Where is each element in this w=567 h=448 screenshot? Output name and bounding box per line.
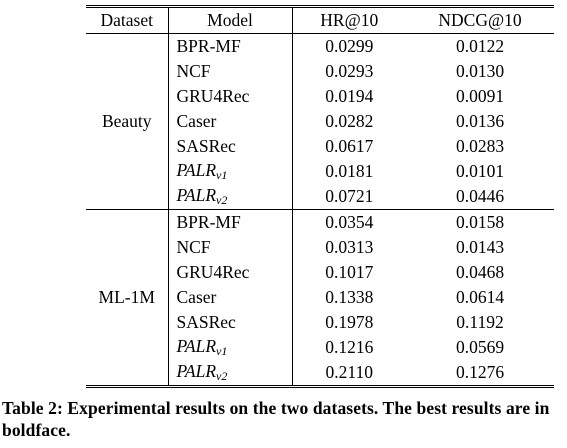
ndcg-cell: 0.0283 bbox=[455, 135, 505, 156]
hr-cell: 0.1978 bbox=[325, 311, 374, 332]
model-version-subscript: v1 bbox=[216, 344, 228, 358]
model-version-subscript: v1 bbox=[216, 168, 228, 182]
model-cell: SASRec bbox=[168, 310, 293, 335]
header-model: Model bbox=[168, 5, 293, 34]
ndcg-cell: 0.0158 bbox=[455, 211, 505, 232]
hr-cell: 0.0313 bbox=[325, 236, 374, 257]
table-row: GRU4Rec 0.1017 0.0468 bbox=[86, 260, 554, 285]
table-row: GRU4Rec 0.0194 0.0091 bbox=[86, 84, 554, 109]
table-row: SASRec 0.1978 0.1192 bbox=[86, 310, 554, 335]
hr-cell: 0.1017 bbox=[325, 261, 374, 282]
dataset-cell: ML-1M bbox=[86, 209, 169, 388]
hr-cell: 0.2110 bbox=[292, 360, 406, 388]
model-cell: PALRv2 bbox=[168, 360, 293, 388]
model-cell: NCF bbox=[168, 235, 293, 260]
ndcg-cell: 0.0569 bbox=[455, 336, 505, 357]
hr-cell: 0.0299 bbox=[325, 35, 374, 56]
ndcg-cell: 0.0130 bbox=[455, 60, 505, 81]
model-name-text: PALR bbox=[176, 185, 217, 205]
ndcg-cell: 0.0136 bbox=[455, 110, 505, 131]
results-table: Dataset Model HR@10 NDCG@10 Beauty BPR-MF… bbox=[86, 5, 554, 388]
model-name-text: PALR bbox=[176, 361, 217, 381]
model-name: PALRv2 bbox=[176, 361, 228, 383]
model-name: PALRv1 bbox=[176, 160, 228, 182]
header-row: Dataset Model HR@10 NDCG@10 bbox=[86, 5, 554, 34]
table-body: Beauty BPR-MF 0.0299 0.0122 NCF 0.0293 0.0130 G… bbox=[86, 33, 554, 388]
dataset-cell: Beauty bbox=[86, 33, 169, 210]
header-hr: HR@10 bbox=[292, 5, 406, 34]
model-cell: SASRec bbox=[168, 134, 293, 159]
ndcg-cell: 0.0468 bbox=[455, 261, 505, 282]
hr-cell: 0.0617 bbox=[325, 135, 374, 156]
table-row: Beauty BPR-MF 0.0299 0.0122 bbox=[86, 33, 554, 210]
table-row: Caser 0.0282 0.0136 bbox=[86, 109, 554, 134]
model-name-text: PALR bbox=[176, 336, 217, 356]
table-row: PALRv2 0.0721 0.0446 bbox=[86, 184, 554, 210]
model-version-subscript: v2 bbox=[216, 369, 228, 383]
ndcg-cell: 0.1276 bbox=[406, 360, 554, 388]
table-row: SASRec 0.0617 0.0283 bbox=[86, 134, 554, 159]
hr-cell: 0.0721 bbox=[292, 184, 406, 210]
model-name: PALRv2 bbox=[176, 185, 228, 207]
hr-cell: 0.0354 bbox=[325, 211, 374, 232]
table-row: NCF 0.0313 0.0143 bbox=[86, 235, 554, 260]
table-row: Caser 0.1338 0.0614 bbox=[86, 285, 554, 310]
table-row: NCF 0.0293 0.0130 bbox=[86, 59, 554, 84]
table-caption: Table 2: Experimental results on the two… bbox=[2, 398, 550, 440]
model-name-text: PALR bbox=[176, 160, 217, 180]
ndcg-cell: 0.0446 bbox=[406, 184, 554, 210]
header-dataset: Dataset bbox=[86, 5, 169, 34]
results-table-container: Dataset Model HR@10 NDCG@10 Beauty BPR-MF… bbox=[86, 5, 554, 388]
ndcg-cell: 0.0143 bbox=[455, 236, 505, 257]
model-cell: PALRv1 bbox=[168, 159, 293, 184]
ndcg-cell: 0.1192 bbox=[456, 311, 504, 332]
hr-cell: 0.1216 bbox=[325, 336, 374, 357]
model-cell: BPR-MF bbox=[168, 33, 293, 59]
model-cell: GRU4Rec bbox=[168, 260, 293, 285]
model-cell: Caser bbox=[168, 109, 293, 134]
model-cell: GRU4Rec bbox=[168, 84, 293, 109]
header-ndcg: NDCG@10 bbox=[406, 5, 554, 34]
hr-cell: 0.1338 bbox=[325, 286, 374, 307]
hr-cell: 0.0282 bbox=[325, 110, 374, 131]
model-version-subscript: v2 bbox=[216, 193, 228, 207]
model-cell: PALRv1 bbox=[168, 335, 293, 360]
table-row: PALRv1 0.0181 0.0101 bbox=[86, 159, 554, 184]
model-cell: BPR-MF bbox=[168, 209, 293, 235]
table-row: ML-1M BPR-MF 0.0354 0.0158 bbox=[86, 209, 554, 388]
table-row: PALRv2 0.2110 0.1276 bbox=[86, 360, 554, 388]
ndcg-cell: 0.0614 bbox=[455, 286, 505, 307]
ndcg-cell: 0.0091 bbox=[455, 85, 505, 106]
model-cell: PALRv2 bbox=[168, 184, 293, 210]
model-name: PALRv1 bbox=[176, 336, 228, 358]
model-cell: NCF bbox=[168, 59, 293, 84]
hr-cell: 0.0293 bbox=[325, 60, 374, 81]
hr-cell: 0.0181 bbox=[325, 160, 374, 181]
ndcg-cell: 0.0122 bbox=[455, 35, 505, 56]
table-row: PALRv1 0.1216 0.0569 bbox=[86, 335, 554, 360]
ndcg-cell: 0.0101 bbox=[455, 160, 505, 181]
hr-cell: 0.0194 bbox=[325, 85, 374, 106]
model-cell: Caser bbox=[168, 285, 293, 310]
